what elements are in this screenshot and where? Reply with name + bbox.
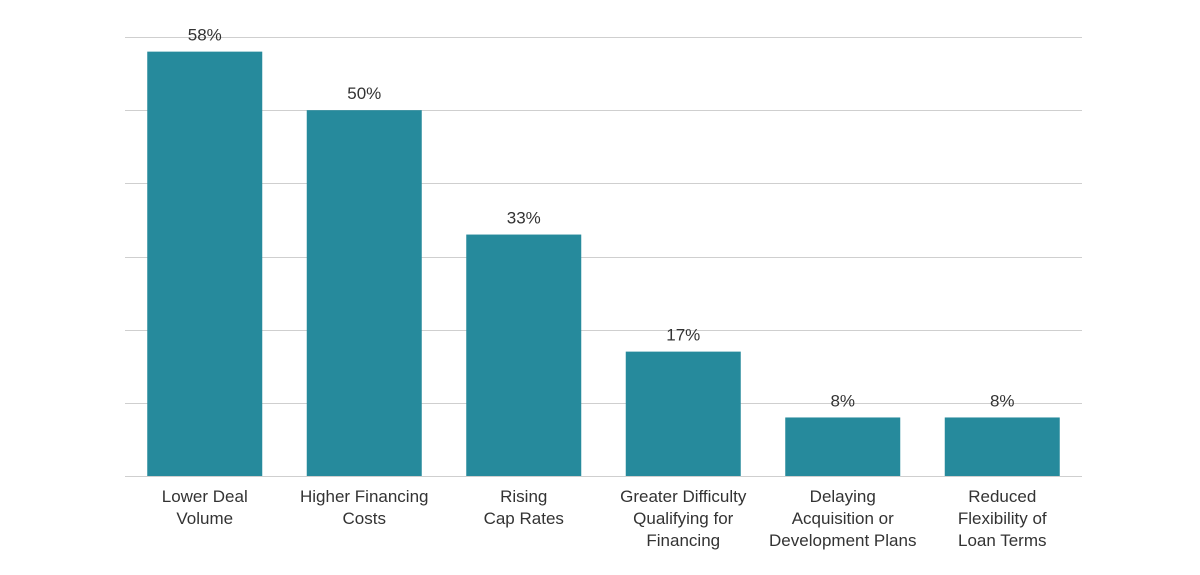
x-tick-label: Delaying Acquisition or Development Plans — [769, 487, 916, 550]
bar-value-label: 33% — [507, 209, 541, 228]
bar — [944, 417, 1060, 476]
gridlines — [125, 37, 1082, 477]
category-labels: Lower Deal Volume Higher Financing Costs Ris… — [162, 487, 1047, 550]
bars — [147, 51, 1060, 477]
x-tick-label: Reduced Flexibility of Loan Terms — [958, 487, 1047, 550]
bar — [466, 234, 582, 476]
bar — [147, 51, 263, 477]
x-tick-label: Lower Deal Volume — [162, 487, 248, 528]
bar — [625, 351, 741, 476]
bar-value-label: 8% — [990, 391, 1015, 410]
bar — [785, 417, 901, 476]
bar-value-label: 50% — [347, 84, 381, 103]
bar-value-label: 17% — [666, 326, 700, 345]
bar-value-label: 8% — [830, 391, 855, 410]
bar-value-label: 58% — [188, 26, 222, 45]
value-labels: 58% 50% 33% 17% 8% 8% — [188, 26, 1015, 411]
bar — [306, 110, 422, 477]
x-tick-label: Higher Financing Costs — [300, 487, 429, 528]
x-tick-label: Rising Cap Rates — [484, 487, 564, 528]
x-tick-label: Greater Difficulty Qualifying for Financin… — [620, 487, 747, 550]
